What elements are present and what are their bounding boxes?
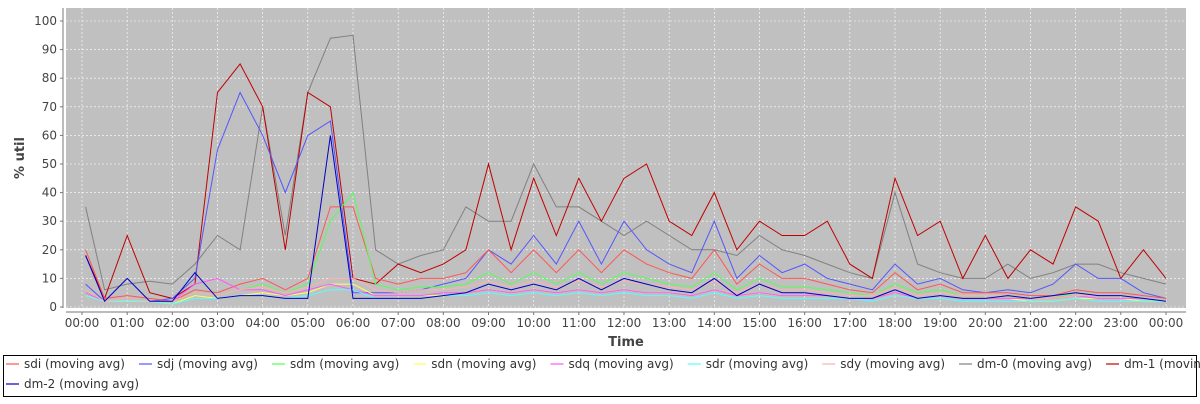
series-lines bbox=[85, 34, 1167, 305]
legend-item-sdm: sdm (moving avg) bbox=[271, 357, 399, 371]
x-tick-label: 18:00 bbox=[878, 316, 913, 330]
legend-label: dm-2 (moving avg) bbox=[24, 377, 139, 391]
x-tick-label: 10:00 bbox=[516, 316, 551, 330]
legend-item-sdq: sdq (moving avg) bbox=[550, 357, 674, 371]
x-tick-label: 02:00 bbox=[155, 316, 190, 330]
x-tick-label: 07:00 bbox=[381, 316, 416, 330]
x-tick-label: 23:00 bbox=[1104, 316, 1139, 330]
legend-label: sdi (moving avg) bbox=[24, 357, 125, 371]
legend-item-sdj: sdj (moving avg) bbox=[138, 357, 258, 371]
x-tick-label: 04:00 bbox=[245, 316, 280, 330]
axes: 0 10 20 30 40 50 60 70 80 90 100 00:00 01:00 02:00 03:… bbox=[34, 8, 1186, 330]
legend-label: dm-1 (moving avg) bbox=[1124, 357, 1200, 371]
legend-label: sdn (moving avg) bbox=[431, 357, 536, 371]
series-line-sdy bbox=[85, 277, 1167, 302]
y-tick-label: 60 bbox=[42, 128, 57, 142]
legend-label: sdr (moving avg) bbox=[706, 357, 809, 371]
plot-background bbox=[66, 8, 1186, 308]
x-tick-label: 22:00 bbox=[1058, 316, 1093, 330]
y-tick-label: 100 bbox=[34, 14, 57, 28]
x-tick-label: 13:00 bbox=[652, 316, 687, 330]
legend-item-dm-2: dm-2 (moving avg) bbox=[6, 377, 139, 391]
legend-item-dm-1: dm-1 (moving avg) bbox=[1106, 357, 1200, 371]
x-axis-label: Time bbox=[608, 335, 644, 350]
legend-label: sdj (moving avg) bbox=[157, 357, 258, 371]
legend-label: sdm (moving avg) bbox=[290, 357, 399, 371]
y-tick-label: 50 bbox=[42, 157, 57, 171]
series-line-dm-1 bbox=[85, 62, 1167, 300]
legend: sdi (moving avg) sdj (moving avg) sdm (mov… bbox=[6, 357, 1200, 391]
x-tick-label: 03:00 bbox=[200, 316, 235, 330]
x-tick-label: 16:00 bbox=[787, 316, 822, 330]
legend-item-dm-0: dm-0 (moving avg) bbox=[959, 357, 1092, 371]
legend-label: sdq (moving avg) bbox=[568, 357, 673, 371]
y-tick-label: 80 bbox=[42, 71, 57, 85]
y-tick-label: 10 bbox=[42, 271, 57, 285]
x-tick-label: 01:00 bbox=[110, 316, 145, 330]
legend-label: dm-0 (moving avg) bbox=[977, 357, 1092, 371]
x-tick-label: 14:00 bbox=[697, 316, 732, 330]
x-tick-label: 17:00 bbox=[833, 316, 868, 330]
legend-item-sdi: sdi (moving avg) bbox=[6, 357, 125, 371]
y-axis-label: % util bbox=[13, 137, 28, 179]
legend-item-sdr: sdr (moving avg) bbox=[687, 357, 809, 371]
y-tick-label: 40 bbox=[42, 186, 57, 200]
x-tick-label: 12:00 bbox=[607, 316, 642, 330]
x-tick-label: 21:00 bbox=[1013, 316, 1048, 330]
x-tick-label: 05:00 bbox=[291, 316, 326, 330]
legend-box bbox=[3, 355, 1197, 397]
x-tick-label: 15:00 bbox=[742, 316, 777, 330]
x-tick-label: 00:00 bbox=[1149, 316, 1184, 330]
y-tick-label: 90 bbox=[42, 43, 57, 57]
x-tick-label: 09:00 bbox=[471, 316, 506, 330]
x-tick-label: 06:00 bbox=[336, 316, 371, 330]
x-tick-label: 00:00 bbox=[65, 316, 100, 330]
legend-item-sdy: sdy (moving avg) bbox=[822, 357, 945, 371]
legend-label: sdy (moving avg) bbox=[840, 357, 945, 371]
series-line-sdi bbox=[85, 206, 1167, 302]
grid bbox=[66, 8, 1186, 308]
y-tick-label: 70 bbox=[42, 100, 57, 114]
x-tick-label: 08:00 bbox=[426, 316, 461, 330]
x-tick-label: 19:00 bbox=[923, 316, 958, 330]
y-tick-label: 0 bbox=[49, 300, 57, 314]
y-tick-label: 20 bbox=[42, 243, 57, 257]
y-tick-label: 30 bbox=[42, 214, 57, 228]
x-tick-label: 11:00 bbox=[562, 316, 597, 330]
legend-item-sdn: sdn (moving avg) bbox=[413, 357, 536, 371]
series-line-dm-2 bbox=[85, 135, 1167, 303]
x-tick-label: 20:00 bbox=[968, 316, 1003, 330]
